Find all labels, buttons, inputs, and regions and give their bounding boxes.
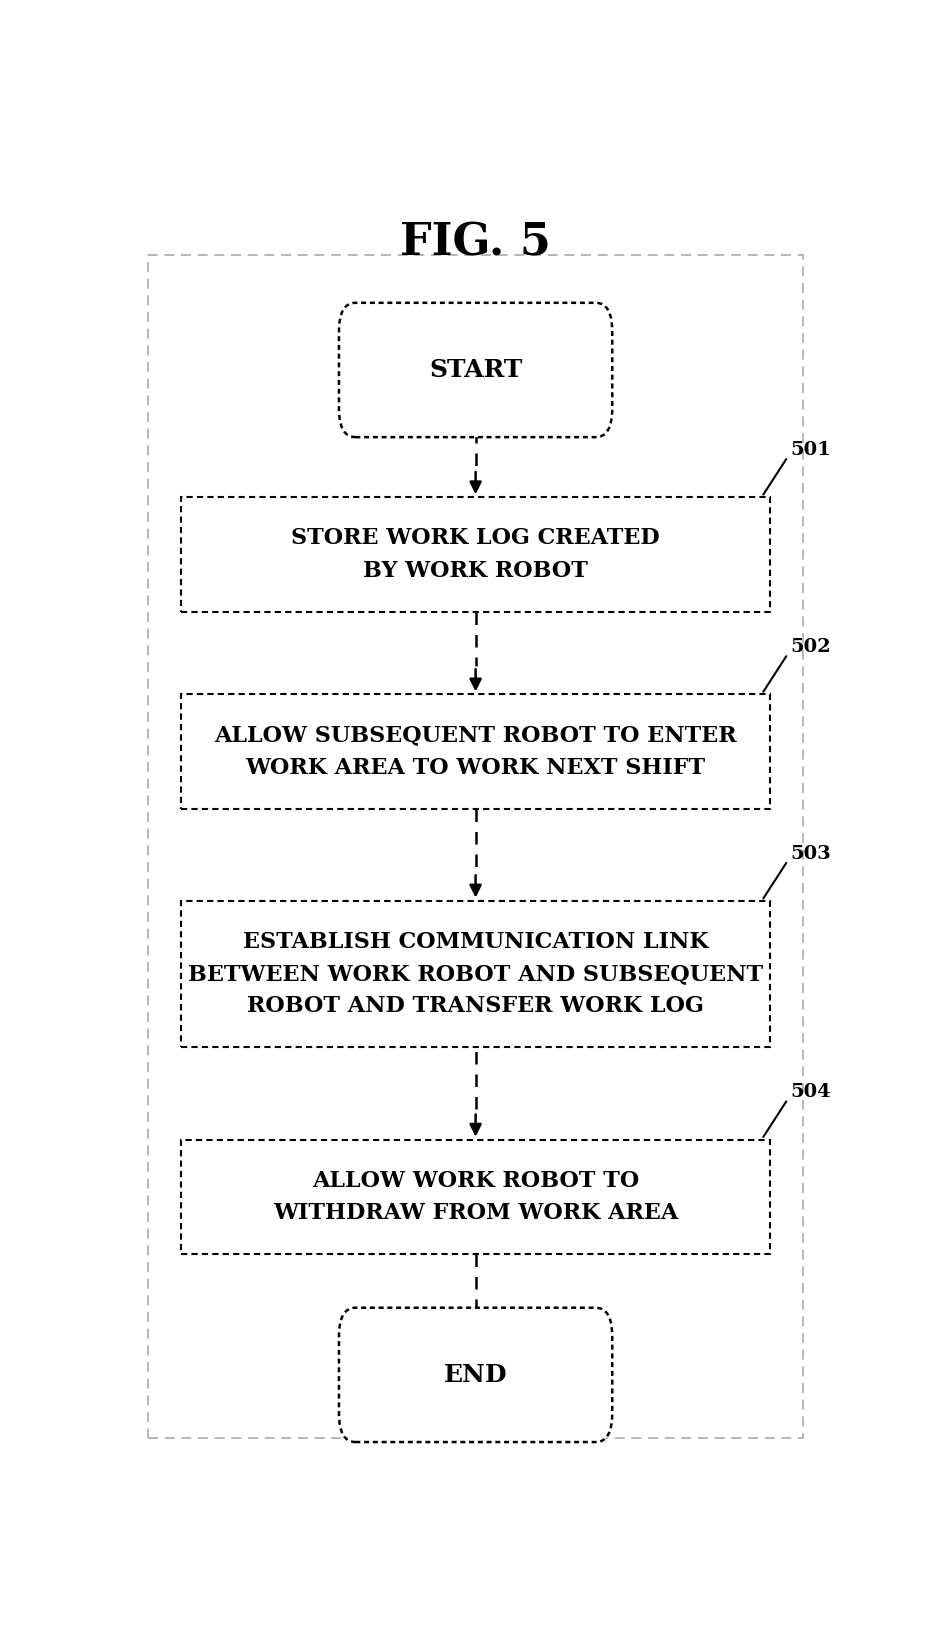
FancyBboxPatch shape bbox=[181, 900, 769, 1047]
FancyBboxPatch shape bbox=[181, 497, 769, 611]
Text: ESTABLISH COMMUNICATION LINK
BETWEEN WORK ROBOT AND SUBSEQUENT
ROBOT AND TRANSFE: ESTABLISH COMMUNICATION LINK BETWEEN WOR… bbox=[188, 932, 762, 1018]
Text: 504: 504 bbox=[789, 1084, 830, 1102]
FancyBboxPatch shape bbox=[338, 302, 612, 438]
Text: START: START bbox=[428, 358, 522, 382]
Text: 501: 501 bbox=[789, 441, 830, 459]
Text: STORE WORK LOG CREATED
BY WORK ROBOT: STORE WORK LOG CREATED BY WORK ROBOT bbox=[291, 527, 659, 582]
Text: 503: 503 bbox=[789, 844, 830, 862]
Text: 502: 502 bbox=[789, 638, 830, 656]
FancyBboxPatch shape bbox=[181, 1140, 769, 1254]
Text: ALLOW WORK ROBOT TO
WITHDRAW FROM WORK AREA: ALLOW WORK ROBOT TO WITHDRAW FROM WORK A… bbox=[273, 1170, 678, 1224]
FancyBboxPatch shape bbox=[338, 1308, 612, 1442]
Text: END: END bbox=[443, 1363, 507, 1388]
Text: FIG. 5: FIG. 5 bbox=[400, 221, 551, 264]
Text: ALLOW SUBSEQUENT ROBOT TO ENTER
WORK AREA TO WORK NEXT SHIFT: ALLOW SUBSEQUENT ROBOT TO ENTER WORK ARE… bbox=[214, 725, 736, 778]
FancyBboxPatch shape bbox=[181, 694, 769, 809]
